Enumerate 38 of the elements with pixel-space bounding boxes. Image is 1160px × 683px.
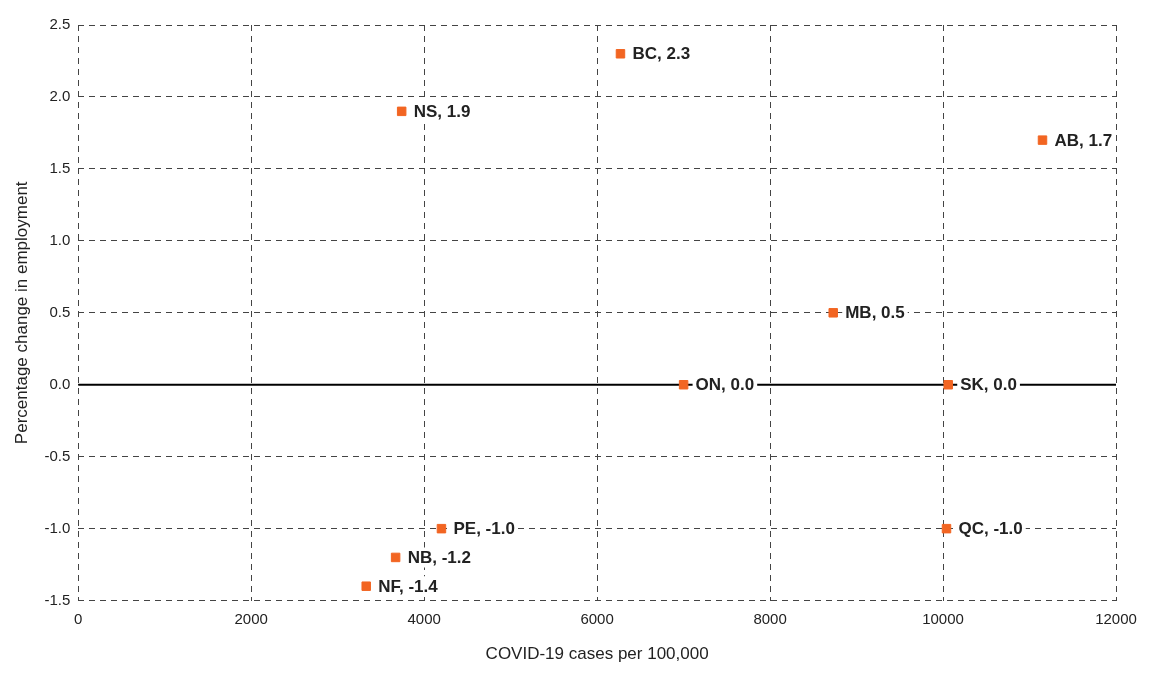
x-tick-label: 10000 xyxy=(922,610,964,628)
point xyxy=(615,49,626,59)
y-tick-label: 1.0 xyxy=(49,230,71,248)
y-tick-label: 1.5 xyxy=(49,159,71,177)
point xyxy=(943,380,953,390)
x-tick-label: 4000 xyxy=(407,610,441,628)
y-tick-label: 0.0 xyxy=(49,374,71,392)
point xyxy=(1037,135,1048,145)
data-label: BC, 2.3 xyxy=(632,44,691,64)
y-tick-label: -1.0 xyxy=(44,518,71,536)
y-axis-title: Percentage change in employment xyxy=(11,181,31,445)
point xyxy=(436,523,447,534)
data-label: NS, 1.9 xyxy=(413,102,471,122)
x-axis-title: COVID-19 cases per 100,000 xyxy=(485,644,709,664)
x-tick-label: 12000 xyxy=(1095,610,1137,628)
y-tick-label: -0.5 xyxy=(44,446,71,464)
x-tick-label: 0 xyxy=(74,610,83,628)
data-label: MB, 0.5 xyxy=(845,303,905,323)
x-tick-label: 6000 xyxy=(580,610,614,628)
point xyxy=(361,581,371,591)
point xyxy=(828,308,838,318)
point xyxy=(390,552,401,563)
data-label: ON, 0.0 xyxy=(695,375,755,395)
data-label: PE, -1.0 xyxy=(453,519,515,539)
data-label: QC, -1.0 xyxy=(958,519,1023,539)
data-label: SK, 0.0 xyxy=(960,375,1017,395)
y-tick-label: 2.0 xyxy=(49,87,71,105)
y-tick-label: 2.5 xyxy=(49,15,71,33)
x-tick-label: 2000 xyxy=(234,610,268,628)
y-tick-label: -1.5 xyxy=(44,590,71,608)
y-tick-label: 0.5 xyxy=(49,302,71,320)
data-label: AB, 1.7 xyxy=(1054,130,1113,150)
data-label: NB, -1.2 xyxy=(407,548,471,568)
data-label: NF, -1.4 xyxy=(378,576,439,596)
point xyxy=(678,380,689,390)
point xyxy=(941,523,952,534)
point xyxy=(396,106,407,117)
x-tick-label: 8000 xyxy=(753,610,787,628)
